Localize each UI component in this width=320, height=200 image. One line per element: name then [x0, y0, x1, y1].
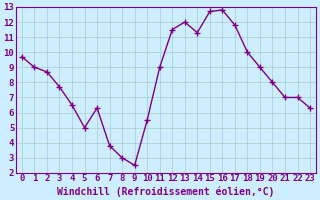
X-axis label: Windchill (Refroidissement éolien,°C): Windchill (Refroidissement éolien,°C) [57, 186, 275, 197]
